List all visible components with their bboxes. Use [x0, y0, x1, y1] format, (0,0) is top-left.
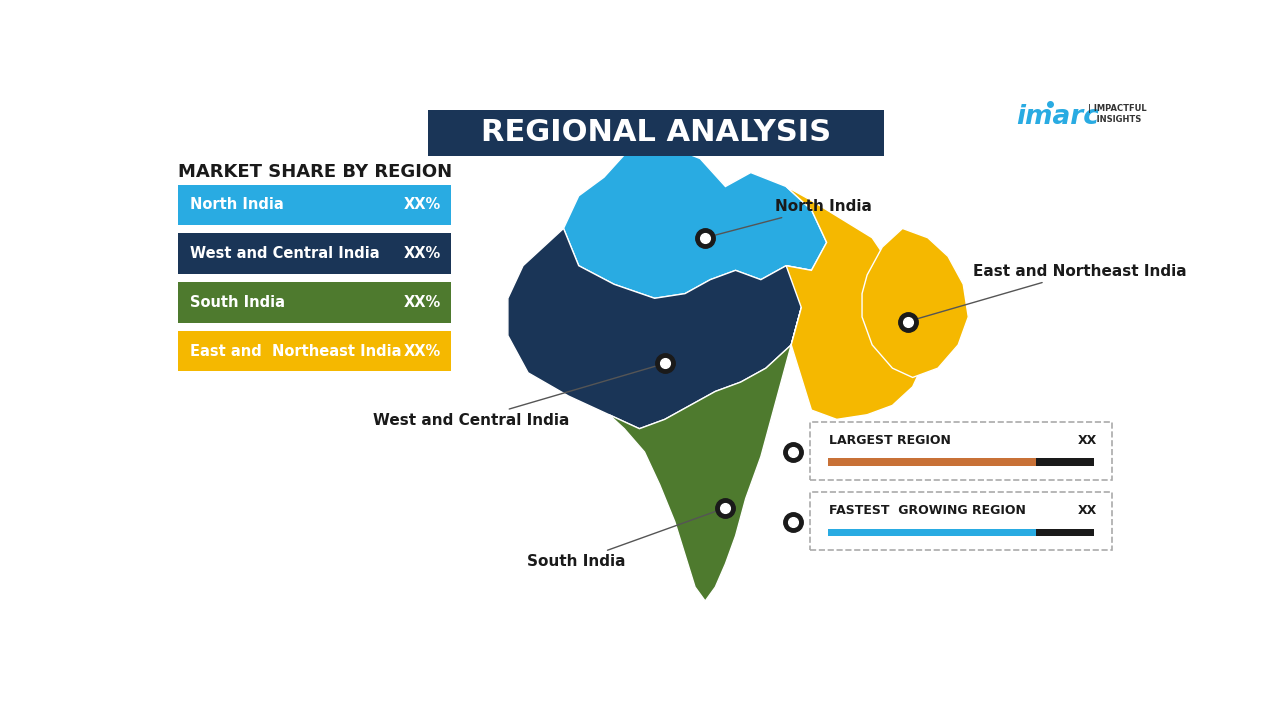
Text: XX: XX	[1078, 504, 1097, 517]
Text: XX%: XX%	[403, 343, 440, 359]
FancyBboxPatch shape	[178, 233, 451, 274]
Text: XX: XX	[1078, 434, 1097, 447]
Text: West and Central India: West and Central India	[189, 246, 379, 261]
Text: XX%: XX%	[403, 294, 440, 310]
Text: North India: North India	[708, 199, 872, 237]
FancyBboxPatch shape	[178, 184, 451, 225]
FancyBboxPatch shape	[828, 459, 1036, 466]
Text: imarc: imarc	[1016, 104, 1100, 130]
Text: XX%: XX%	[403, 246, 440, 261]
Text: XX%: XX%	[403, 197, 440, 212]
Text: | IMPACTFUL
   INSIGHTS: | IMPACTFUL INSIGHTS	[1088, 104, 1146, 124]
FancyBboxPatch shape	[828, 528, 1094, 536]
FancyBboxPatch shape	[828, 528, 1036, 536]
Polygon shape	[609, 307, 801, 601]
FancyBboxPatch shape	[828, 459, 1094, 466]
Text: West and Central India: West and Central India	[374, 364, 662, 428]
FancyBboxPatch shape	[428, 110, 884, 156]
FancyBboxPatch shape	[178, 282, 451, 323]
Polygon shape	[563, 145, 827, 298]
Text: South India: South India	[527, 509, 723, 569]
Text: REGIONAL ANALYSIS: REGIONAL ANALYSIS	[481, 118, 831, 147]
Text: North India: North India	[189, 197, 283, 212]
Text: MARKET SHARE BY REGION: MARKET SHARE BY REGION	[178, 163, 452, 181]
Text: LARGEST REGION: LARGEST REGION	[828, 434, 951, 447]
FancyBboxPatch shape	[810, 422, 1112, 480]
Text: East and Northeast India: East and Northeast India	[910, 264, 1187, 321]
Polygon shape	[786, 186, 928, 419]
Text: East and  Northeast India: East and Northeast India	[189, 343, 401, 359]
FancyBboxPatch shape	[178, 331, 451, 372]
FancyBboxPatch shape	[810, 492, 1112, 550]
Polygon shape	[861, 228, 968, 377]
Text: South India: South India	[189, 294, 284, 310]
Polygon shape	[508, 228, 812, 428]
Text: FASTEST  GROWING REGION: FASTEST GROWING REGION	[828, 504, 1025, 517]
